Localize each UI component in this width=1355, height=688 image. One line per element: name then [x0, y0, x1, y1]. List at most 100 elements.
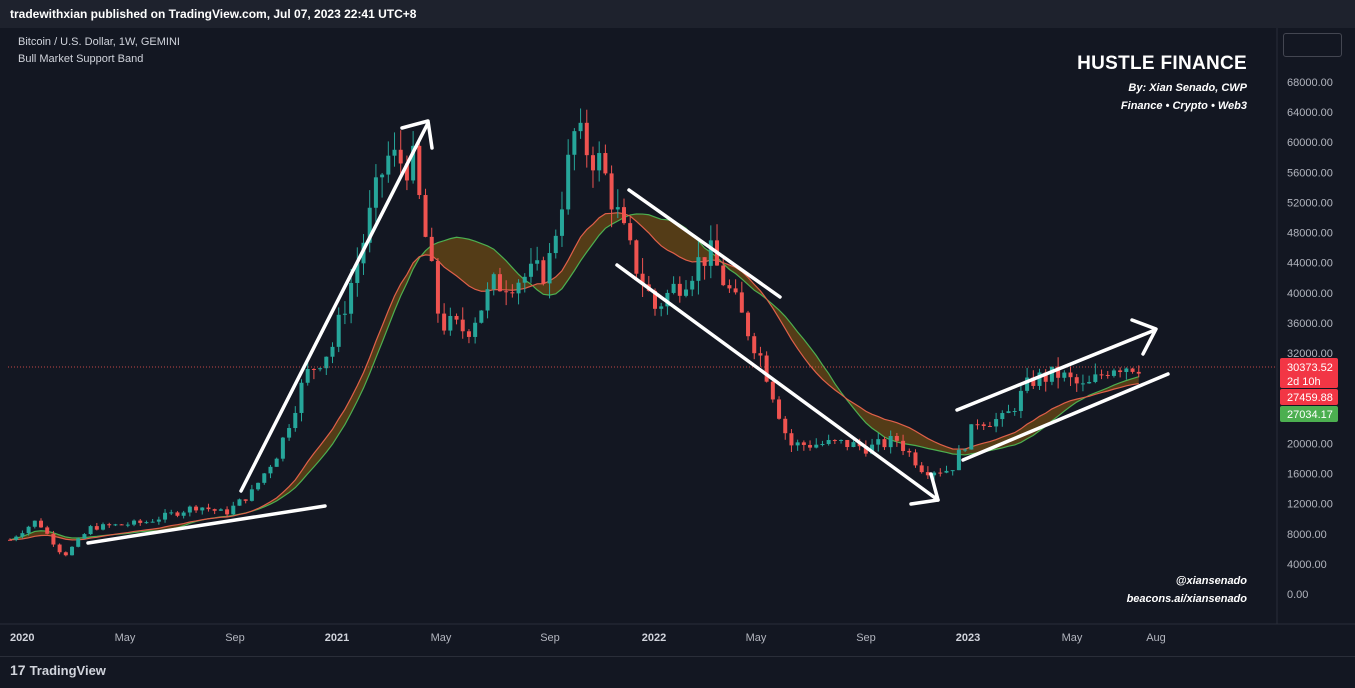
candle	[491, 272, 496, 296]
price-tick-7: 40000.00	[1287, 288, 1333, 300]
candle	[777, 396, 782, 420]
candle	[696, 240, 701, 295]
candle	[640, 258, 645, 297]
candle	[330, 342, 335, 364]
candle	[262, 472, 267, 485]
candle	[535, 246, 540, 271]
candle	[8, 538, 12, 541]
candle	[88, 524, 93, 536]
candle	[144, 520, 149, 524]
candle	[1000, 410, 1005, 427]
candle	[677, 276, 682, 303]
candle	[1062, 370, 1067, 382]
time-tick-3: 2021	[325, 632, 349, 644]
candle	[187, 505, 192, 517]
candle	[888, 430, 893, 454]
price-tick-16: 4000.00	[1287, 559, 1327, 571]
candle	[758, 346, 763, 367]
time-tick-11: Aug	[1146, 632, 1166, 644]
candle	[1111, 368, 1116, 378]
candle	[783, 416, 788, 440]
candle	[454, 313, 459, 325]
price-tick-14: 12000.00	[1287, 499, 1333, 511]
candle	[398, 130, 403, 180]
time-axis[interactable]: 2020 May Sep 2021 May Sep 2022 May Sep 2023 May Aug	[10, 632, 1166, 644]
candle	[355, 247, 360, 297]
time-tick-7: May	[746, 632, 767, 644]
arrow-head-2022-decline	[909, 472, 940, 506]
brand-author: By: Xian Senado, CWP	[1128, 82, 1247, 94]
candle	[26, 525, 31, 536]
price-axis[interactable]: 68000.00 64000.00 60000.00 56000.00 52000.00…	[1287, 77, 1333, 601]
candle	[212, 508, 217, 515]
trendline-2023-upper	[955, 328, 1157, 412]
candle	[739, 281, 744, 313]
price-axis-settings-button[interactable]	[1283, 33, 1342, 57]
candle	[274, 457, 279, 467]
price-tick-5: 48000.00	[1287, 228, 1333, 240]
candle	[981, 422, 986, 431]
candle	[373, 164, 378, 224]
candle	[795, 439, 800, 451]
trendline-2023-lower	[961, 372, 1170, 462]
candle	[938, 468, 943, 477]
tradingview-logo[interactable]: 17 TradingView	[10, 662, 106, 678]
time-tick-4: May	[431, 632, 452, 644]
price-tick-9: 32000.00	[1287, 348, 1333, 360]
candle	[994, 412, 999, 433]
candle	[293, 406, 298, 432]
candle	[82, 533, 87, 540]
trendline-2020-base	[86, 504, 327, 545]
candle	[1099, 369, 1104, 380]
candle	[1074, 373, 1079, 392]
candle	[628, 216, 633, 245]
candle	[572, 128, 577, 171]
candle	[218, 508, 223, 511]
trend-arrows	[86, 119, 1170, 545]
candle	[1018, 384, 1023, 419]
last-price-label-bg	[1280, 358, 1338, 388]
price-tick-2: 60000.00	[1287, 137, 1333, 149]
price-tick-6: 44000.00	[1287, 258, 1333, 270]
candle	[417, 142, 422, 200]
band-lower-label: 27034.17	[1287, 409, 1333, 421]
candles	[8, 108, 1141, 557]
candle	[987, 421, 992, 428]
candle	[907, 448, 912, 457]
candle	[547, 243, 552, 299]
candle	[94, 522, 99, 531]
candle	[324, 356, 329, 375]
candle	[1080, 374, 1085, 392]
candle	[231, 501, 236, 516]
candle	[963, 448, 968, 452]
candle	[113, 523, 118, 527]
candle	[20, 530, 25, 539]
candle	[801, 440, 806, 451]
candle	[950, 470, 955, 476]
arrow-head-2021-rally	[400, 119, 434, 150]
time-tick-5: Sep	[540, 632, 560, 644]
candle	[702, 257, 707, 280]
price-tick-12: 20000.00	[1287, 438, 1333, 450]
tradingview-logo-icon: 17	[10, 662, 26, 678]
bar-countdown-label: 2d 10h	[1287, 376, 1321, 388]
candle	[280, 436, 285, 462]
published-info: tradewithxian published on TradingView.c…	[10, 7, 417, 21]
candle	[63, 551, 68, 557]
symbol-title[interactable]: Bitcoin / U.S. Dollar, 1W, GEMINI	[18, 36, 180, 48]
time-tick-1: May	[115, 632, 136, 644]
candle	[504, 280, 509, 306]
candle	[721, 255, 726, 287]
candle	[169, 509, 174, 516]
candle	[342, 301, 347, 325]
price-tick-17: 0.00	[1287, 589, 1308, 601]
candle	[528, 248, 533, 283]
time-tick-0: 2020	[10, 632, 34, 644]
band-ema-line	[9, 212, 1139, 541]
candle	[876, 432, 881, 452]
indicator-title[interactable]: Bull Market Support Band	[18, 53, 144, 65]
candle	[32, 520, 37, 529]
candle	[845, 439, 850, 451]
candle	[448, 307, 453, 336]
